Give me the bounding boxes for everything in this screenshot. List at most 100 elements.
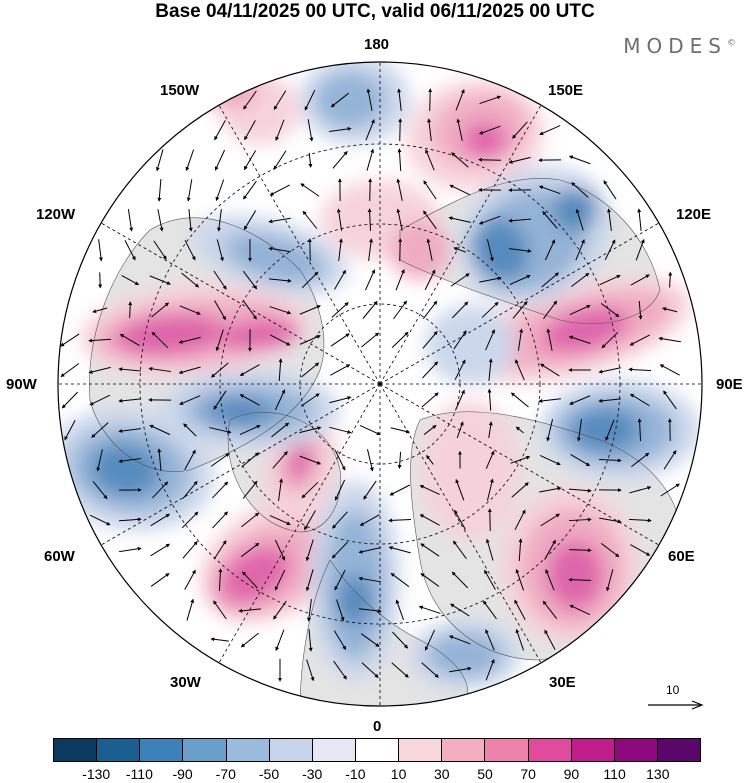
wind-arrow — [212, 511, 229, 529]
wind-arrow — [514, 599, 526, 620]
wind-arrow — [213, 540, 227, 560]
wind-arrow — [569, 395, 591, 405]
wind-arrow — [450, 273, 470, 287]
lon-label-30e: 30E — [549, 674, 576, 691]
colorbar-label: 90 — [563, 766, 580, 782]
wind-arrow — [336, 599, 345, 622]
wind-arrow — [398, 238, 403, 262]
wind-arrow — [338, 238, 343, 261]
wind-arrow — [455, 389, 465, 410]
wind-arrow — [332, 151, 348, 169]
wind-arrow — [275, 119, 285, 142]
wind-arrow — [424, 269, 436, 291]
wind-arrow — [98, 239, 103, 262]
lon-label-90w: 90W — [6, 376, 37, 393]
colorbar-label: -90 — [172, 766, 193, 782]
anomaly-blob — [287, 444, 313, 480]
wind-arrow — [635, 238, 645, 261]
colorbar-swatch-9 — [442, 739, 486, 761]
wind-arrow — [398, 118, 403, 142]
wind-arrow — [360, 633, 380, 647]
wind-arrow — [329, 126, 352, 133]
wind-arrow — [542, 211, 558, 229]
wind-arrow — [508, 156, 531, 164]
wind-arrow — [453, 540, 467, 560]
wind-arrow — [305, 569, 314, 592]
wind-arrow — [395, 599, 404, 620]
wind-arrow — [273, 90, 287, 111]
wind-arrow — [568, 577, 592, 582]
wind-arrow — [366, 449, 374, 472]
wind-arrow — [539, 486, 562, 493]
wind-arrow — [273, 600, 287, 620]
wind-arrow — [278, 358, 283, 382]
wind-arrow — [119, 546, 142, 553]
wind-arrow — [397, 88, 402, 111]
wind-arrow — [539, 125, 561, 135]
wind-arrow — [241, 452, 259, 468]
wind-arrow — [605, 419, 615, 441]
colorbar-label: -110 — [125, 766, 153, 782]
colorbar-swatch-0 — [54, 739, 98, 761]
wind-arrow — [368, 178, 373, 202]
wind-arrow — [396, 208, 403, 231]
wind-arrow — [424, 629, 435, 651]
wind-arrow — [268, 217, 291, 224]
wind-arrow — [213, 390, 227, 410]
colorbar-label: 30 — [434, 766, 450, 782]
wind-arrow — [241, 512, 260, 528]
wind-arrow — [630, 544, 651, 556]
wind-arrow — [422, 300, 438, 320]
wind-arrow — [395, 269, 405, 291]
lon-label-0: 0 — [373, 718, 382, 735]
wind-arrow — [663, 450, 677, 470]
latitude-circle — [219, 223, 541, 545]
wind-arrow — [243, 300, 257, 320]
anomaly-blob — [427, 633, 503, 677]
wind-arrow — [631, 452, 650, 468]
wind-arrow — [601, 331, 619, 349]
wind-arrow — [96, 449, 103, 472]
wind-arrow — [274, 569, 286, 591]
wind-arrow — [420, 543, 440, 557]
wind-arrow — [157, 178, 162, 202]
anomaly-blob — [570, 408, 640, 452]
wind-arrow — [481, 301, 499, 318]
colorbar — [53, 738, 701, 762]
colorbar-swatch-4 — [226, 739, 270, 761]
wind-arrow — [366, 88, 373, 111]
wind-arrow — [542, 600, 558, 620]
wind-arrow — [479, 95, 502, 105]
wind-arrow — [606, 569, 614, 592]
wind-arrow — [515, 628, 525, 651]
coastline — [299, 559, 469, 706]
wind-arrow — [425, 149, 435, 171]
wind-arrow — [179, 305, 201, 315]
wind-arrow — [300, 183, 320, 197]
wind-arrow — [545, 569, 555, 591]
wind-arrow — [512, 300, 528, 319]
wind-arrow — [244, 120, 256, 141]
wind-arrow — [215, 179, 225, 202]
wind-arrow — [454, 509, 466, 530]
colorbar-label: -70 — [215, 766, 236, 782]
wind-arrow — [418, 605, 441, 614]
wind-arrow — [329, 426, 352, 434]
wind-arrow — [515, 426, 524, 434]
wind-arrow — [329, 396, 352, 404]
wind-arrow — [98, 272, 103, 289]
wind-arrow — [546, 328, 553, 351]
wind-arrow — [454, 359, 466, 381]
wind-arrow — [604, 239, 616, 261]
brand-logo: MODES© — [623, 34, 736, 58]
anomaly-blob — [315, 72, 385, 128]
wind-arrow — [485, 658, 495, 681]
wind-arrow — [397, 148, 402, 172]
wind-arrow — [157, 209, 164, 232]
wind-arrow — [157, 448, 162, 472]
wind-arrow — [299, 455, 322, 465]
wind-arrow — [478, 215, 501, 225]
wind-arrow — [275, 629, 285, 652]
wind-arrow — [89, 394, 111, 406]
colorbar-swatch-12 — [571, 739, 615, 761]
